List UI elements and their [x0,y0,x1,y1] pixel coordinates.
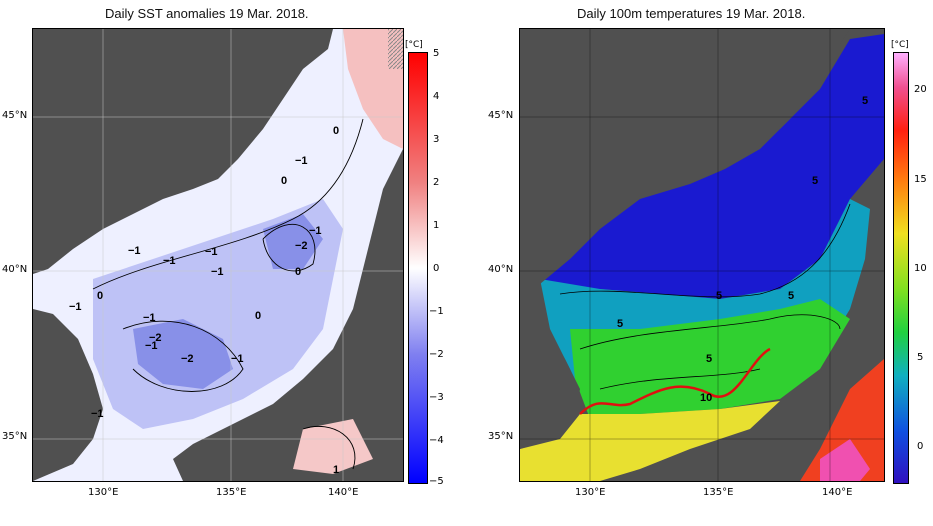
contour-label: −1 [309,225,322,237]
temp-hottest-spot [820,439,870,481]
contour-label: −1 [143,312,156,324]
contour-label: −1 [205,246,218,258]
lat-label-35: 35°N [2,431,28,442]
left-cbar-tick: −2 [429,349,444,360]
left-cbar-tick: −3 [429,392,444,403]
right-cbar-tick: 0 [917,441,924,452]
right-cbar-tick: 20 [914,84,927,95]
left-cbar-tick: −4 [429,435,444,446]
sst-anomaly-colorbar [408,52,428,484]
contour-label: 10 [700,392,712,404]
contour-label: −1 [69,301,82,313]
thermal-front-line [579,347,771,415]
lon-label-140: 140°E [328,487,359,498]
lon-label-130: 130°E [575,487,606,498]
lat-label-40: 40°N [488,264,514,275]
left-cbar-tick: 4 [433,91,440,102]
lon-label-130: 130°E [88,487,119,498]
contour-label: 5 [617,318,623,330]
contour-label: 5 [788,290,794,302]
left-cbar-tick: 1 [433,220,440,231]
lon-label-135: 135°E [703,487,734,498]
right-cbar-tick: 10 [914,263,927,274]
left-cbar-tick: −1 [429,306,444,317]
contour-label: 5 [812,175,818,187]
sst-anomaly-map: −1 0 −1 −1 −1 −2 −1 −1 0 −1 0 −1 −2 −2 −… [32,28,404,482]
contour-label: 0 [281,175,287,187]
contour-label: 1 [333,464,339,476]
land-korea [520,319,580,449]
contour-label: −1 [211,266,224,278]
contour-label: 5 [716,290,722,302]
left-cbar-tick: 0 [433,263,440,274]
land-asia [520,29,850,289]
left-cbar-tick: 3 [433,134,440,145]
left-cbar-tick: −5 [429,476,444,487]
temperature-colorbar [893,52,909,484]
lat-label-35: 35°N [488,431,514,442]
right-panel-title: Daily 100m temperatures 19 Mar. 2018. [577,6,806,21]
lon-label-135: 135°E [216,487,247,498]
contour-label: −2 [149,332,162,344]
temp-mid-zone [570,299,850,419]
right-cbar-tick: 5 [917,352,924,363]
temp-cold-zone [540,34,884,299]
contour-label: −1 [231,353,244,365]
contour-label: −1 [163,255,176,267]
left-panel-title: Daily SST anomalies 19 Mar. 2018. [105,6,309,21]
contour-label: −1 [145,340,158,352]
contour-label: −2 [181,353,194,365]
land-asia [33,29,333,274]
right-colorbar-unit: [°C] [891,40,909,50]
contour-label: 0 [255,310,261,322]
contour-label: 5 [706,353,712,365]
contour-label: −2 [295,240,308,252]
contour-label: 0 [295,266,301,278]
contour-label: 5 [862,95,868,107]
contour-label: −1 [295,155,308,167]
left-cbar-tick: 5 [433,48,440,59]
left-cbar-tick: 2 [433,177,440,188]
temp-warm-zone [520,401,780,481]
lat-label-45: 45°N [2,110,28,121]
temperature-100m-map: 5 5 5 5 5 5 10 [519,28,885,482]
contour-label: 0 [97,290,103,302]
right-cbar-tick: 15 [914,174,927,185]
lat-label-40: 40°N [2,264,28,275]
lat-label-45: 45°N [488,110,514,121]
contour-label: 0 [333,125,339,137]
lon-label-140: 140°E [822,487,853,498]
temp-hot-zone [800,359,884,481]
anomaly-positive-sw [293,419,373,474]
anomaly-strong-negative [133,319,233,389]
land-korea [33,309,103,481]
contour-label: −1 [91,408,104,420]
left-colorbar-unit: [°C] [405,40,423,50]
contour-label: −1 [128,245,141,257]
land-japan [173,149,403,481]
